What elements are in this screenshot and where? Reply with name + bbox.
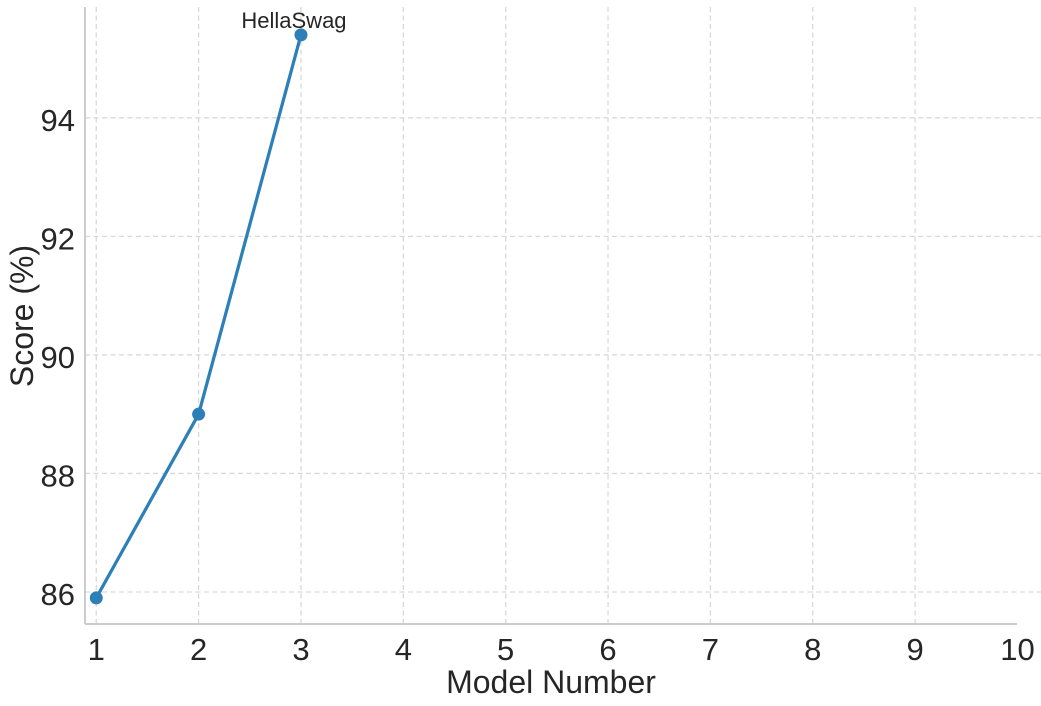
- y-tick-label: 90: [41, 340, 75, 375]
- gridlines: [85, 7, 1041, 624]
- y-tick-label: 88: [41, 458, 75, 493]
- x-tick-label: 5: [497, 632, 514, 667]
- x-tick-label: 7: [702, 632, 719, 667]
- x-axis-label: Model Number: [446, 664, 656, 700]
- x-tick-label: 2: [190, 632, 207, 667]
- series-annotation-label: HellaSwag: [241, 8, 346, 33]
- y-tick-label: 86: [41, 577, 75, 612]
- x-tick-labels: 1 2 3 4 5 6 7 8 9 10: [88, 632, 1035, 667]
- x-tick-label: 10: [1000, 632, 1034, 667]
- x-tick-label: 8: [804, 632, 821, 667]
- series-line: [89, 28, 308, 605]
- data-point-marker: [294, 28, 308, 42]
- axis-spines: [84, 7, 1017, 625]
- x-tick-label: 1: [88, 632, 105, 667]
- x-tick-label: 4: [395, 632, 412, 667]
- data-point-marker: [89, 591, 103, 605]
- y-tick-labels: 86 88 90 92 94: [41, 103, 75, 612]
- data-point-marker: [192, 407, 206, 421]
- y-axis-label: Score (%): [4, 245, 40, 387]
- x-tick-label: 3: [292, 632, 309, 667]
- x-tick-label: 6: [599, 632, 616, 667]
- x-tick-label: 9: [906, 632, 923, 667]
- y-tick-label: 92: [41, 221, 75, 256]
- y-tick-label: 94: [41, 103, 75, 138]
